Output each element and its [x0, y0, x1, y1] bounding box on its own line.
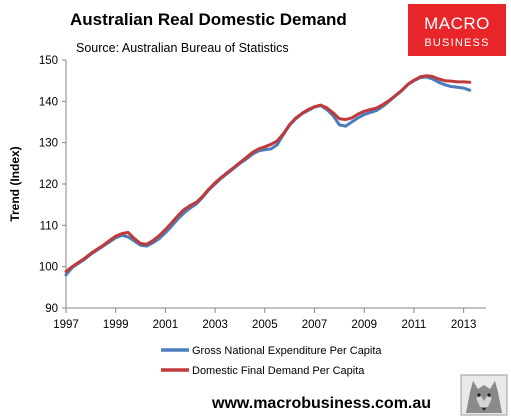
x-tick-label: 2013	[451, 319, 477, 331]
y-tick-label: 140	[39, 96, 58, 108]
legend-label-dfd: Domestic Final Demand Per Capita	[192, 365, 365, 377]
series-line-dfd	[64, 74, 472, 274]
x-tick-label: 1999	[103, 319, 129, 331]
x-tick-label: 2005	[252, 319, 278, 331]
y-tick-label: 130	[39, 138, 58, 150]
wolf-logo-icon	[460, 374, 508, 416]
legend: Gross National Expenditure Per Capita Do…	[161, 345, 382, 377]
y-tick-label: 100	[39, 262, 58, 274]
y-tick-group: 90 100 110 120 130 140 150	[39, 55, 66, 315]
x-tick-label: 2011	[402, 319, 427, 331]
y-tick-label: 90	[45, 303, 58, 315]
series-layer	[64, 74, 472, 277]
x-tick-label: 2009	[351, 319, 377, 331]
y-tick-label: 150	[39, 55, 58, 67]
y-tick-label: 120	[39, 179, 58, 191]
chart-title: Australian Real Domestic Demand	[70, 10, 347, 29]
x-tick-group: 1997 1999 2001 2003 2005 2007 2009 2011 2013	[53, 308, 476, 331]
x-tick-label: 2003	[202, 319, 228, 331]
series-line-gne	[64, 75, 472, 277]
logo-line2: BUSINESS	[424, 37, 489, 49]
logo-line1: MACRO	[424, 14, 490, 33]
x-tick-label: 1997	[53, 319, 79, 331]
x-tick-label: 2007	[302, 319, 328, 331]
x-tick-label: 2001	[153, 319, 179, 331]
y-axis-label: Trend (Index)	[8, 146, 22, 221]
chart-subtitle: Source: Australian Bureau of Statistics	[76, 41, 289, 55]
legend-label-gne: Gross National Expenditure Per Capita	[192, 345, 382, 357]
logo-background	[408, 4, 506, 56]
y-tick-label: 110	[40, 220, 58, 232]
website-url: www.macrobusiness.com.au	[211, 395, 431, 412]
macrobusiness-logo: MACRO BUSINESS	[408, 4, 506, 56]
